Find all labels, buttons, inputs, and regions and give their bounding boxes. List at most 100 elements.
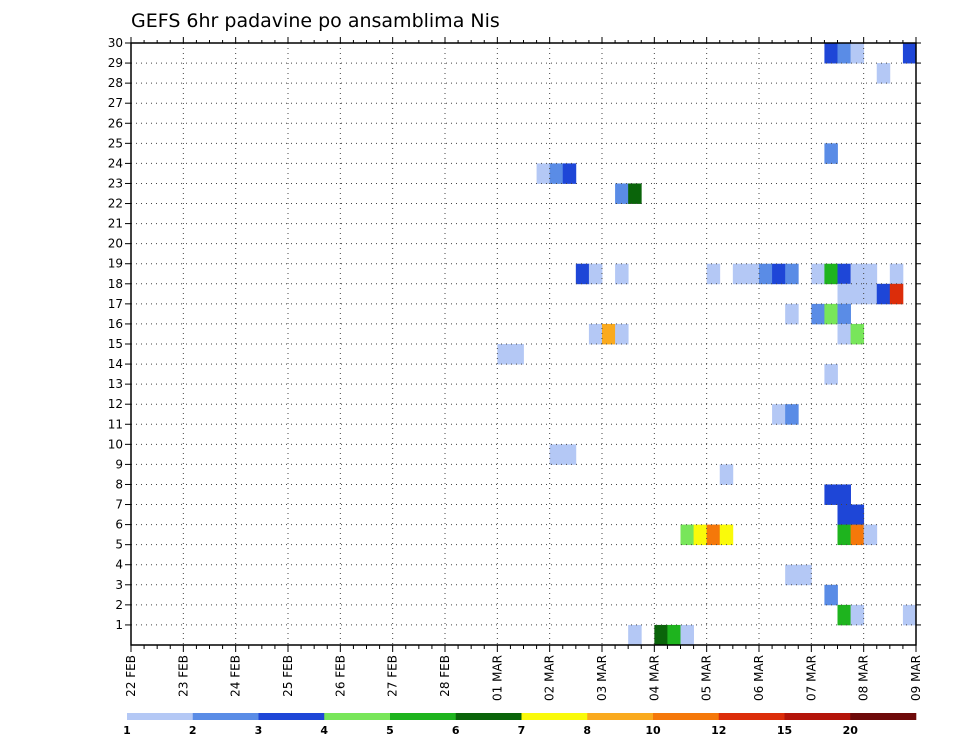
- legend-label: 10: [645, 724, 661, 737]
- y-tick-label: 20: [108, 237, 123, 251]
- heatmap-cell: [850, 263, 865, 285]
- heatmap-cell: [680, 624, 694, 646]
- heatmap-cell: [824, 484, 838, 505]
- legend-label: 2: [189, 724, 197, 737]
- y-tick-label: 30: [108, 36, 123, 50]
- heatmap-cell: [850, 504, 865, 525]
- x-tick-label: 04 MAR: [647, 655, 661, 701]
- y-tick-label: 22: [108, 197, 123, 211]
- x-tick-label: 08 MAR: [857, 655, 871, 701]
- y-tick-label: 29: [108, 56, 123, 70]
- heatmap-cell: [798, 564, 812, 586]
- heatmap-cell: [837, 323, 851, 345]
- heatmap-cell: [615, 263, 629, 285]
- legend-swatch: [127, 713, 194, 720]
- legend-swatch: [455, 713, 522, 720]
- heatmap-cell: [549, 444, 564, 465]
- heatmap-cell: [863, 263, 878, 285]
- grid-lines: [131, 42, 916, 645]
- legend-label: 6: [452, 724, 460, 737]
- legend-swatch: [192, 713, 259, 720]
- heatmap-cell: [876, 283, 891, 305]
- heatmap-cell: [706, 524, 721, 546]
- legend-swatch: [521, 713, 588, 720]
- y-tick-label: 15: [108, 337, 123, 351]
- y-tick-label: 25: [108, 136, 123, 150]
- legend-swatch: [850, 713, 917, 720]
- y-tick-label: 7: [115, 498, 123, 512]
- color-legend: 1 2 3 4 5 6 7 8 10 12 15 20: [123, 713, 917, 737]
- legend-swatch: [653, 713, 720, 720]
- legend-label: 15: [777, 724, 792, 737]
- heatmap-cell: [889, 263, 904, 285]
- y-tick-label: 24: [108, 156, 123, 170]
- heatmap-cell: [837, 263, 851, 285]
- heatmap-cell: [759, 263, 773, 285]
- heatmap-cell: [615, 323, 629, 345]
- heatmap-cell: [680, 524, 694, 546]
- legend-swatch: [324, 713, 391, 720]
- y-tick-label: 10: [108, 437, 123, 451]
- y-tick-label: 8: [115, 477, 123, 491]
- heatmap-cell: [745, 263, 760, 285]
- heatmap-cell: [850, 323, 865, 345]
- heatmap-cell: [824, 364, 838, 385]
- heatmap-cell: [732, 263, 747, 285]
- heatmap-cell: [628, 183, 642, 204]
- y-tick-label: 28: [108, 76, 123, 90]
- heatmap-cell: [837, 303, 851, 325]
- heatmap-cell: [785, 303, 799, 325]
- y-tick-label: 14: [108, 357, 123, 371]
- y-tick-label: 12: [108, 397, 123, 411]
- heatmap-cell: [824, 143, 838, 164]
- heatmap-cell: [876, 63, 891, 84]
- legend-label: 4: [320, 724, 328, 737]
- heatmap-cells: [497, 43, 917, 646]
- y-tick-label: 4: [115, 558, 123, 572]
- heatmap-cell: [693, 524, 708, 546]
- heatmap-cell: [562, 163, 577, 184]
- y-tick-label: 6: [115, 518, 123, 532]
- heatmap-cell: [824, 263, 838, 285]
- heatmap-cell: [850, 283, 865, 305]
- heatmap-cell: [850, 524, 865, 546]
- legend-swatch: [587, 713, 654, 720]
- heatmap-cell: [863, 283, 878, 305]
- heatmap-cell: [615, 183, 629, 204]
- heatmap-cell: [902, 604, 917, 626]
- x-tick-label: 22 FEB: [124, 655, 138, 697]
- heatmap-cell: [772, 263, 786, 285]
- axis-ticks: 1234567891011121314151617181920212223242…: [108, 36, 923, 701]
- heatmap-cell: [667, 624, 681, 646]
- legend-swatch: [718, 713, 785, 720]
- legend-label: 1: [123, 724, 131, 737]
- heatmap-cell: [850, 43, 865, 64]
- heatmap-cell: [837, 43, 851, 64]
- y-tick-label: 19: [108, 257, 123, 271]
- heatmap-cell: [837, 504, 851, 525]
- heatmap-cell: [889, 283, 904, 305]
- y-tick-label: 13: [108, 377, 123, 391]
- heatmap-cell: [837, 283, 851, 305]
- x-tick-label: 25 FEB: [281, 655, 295, 697]
- y-tick-label: 23: [108, 176, 123, 190]
- y-tick-label: 21: [108, 217, 123, 231]
- heatmap-cell: [785, 263, 799, 285]
- y-tick-label: 9: [115, 457, 123, 471]
- heatmap-cell: [863, 524, 878, 546]
- legend-swatch: [390, 713, 457, 720]
- heatmap-cell: [628, 624, 642, 646]
- heatmap-cell: [719, 524, 734, 546]
- heatmap-cell: [772, 404, 786, 425]
- legend-label: 3: [255, 724, 263, 737]
- x-tick-label: 02 MAR: [543, 655, 557, 701]
- heatmap-cell: [785, 564, 799, 586]
- chart-title: GEFS 6hr padavine po ansamblima Nis: [131, 10, 500, 32]
- y-tick-label: 2: [115, 598, 123, 612]
- x-tick-label: 23 FEB: [176, 655, 190, 697]
- legend-label: 12: [711, 724, 726, 737]
- legend-label: 8: [583, 724, 591, 737]
- y-tick-label: 11: [108, 417, 123, 431]
- legend-swatch: [784, 713, 851, 720]
- legend-label: 5: [386, 724, 394, 737]
